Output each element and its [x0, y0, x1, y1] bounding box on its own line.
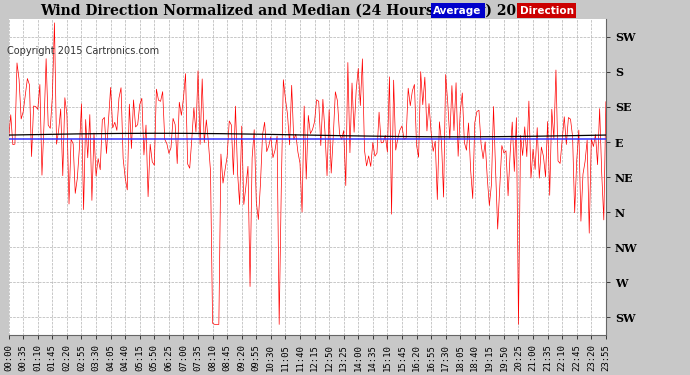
- Text: Direction: Direction: [520, 6, 573, 16]
- Text: Average: Average: [433, 6, 482, 16]
- Title: Wind Direction Normalized and Median (24 Hours) (New) 20151130: Wind Direction Normalized and Median (24…: [40, 4, 574, 18]
- Text: Copyright 2015 Cartronics.com: Copyright 2015 Cartronics.com: [7, 46, 159, 56]
